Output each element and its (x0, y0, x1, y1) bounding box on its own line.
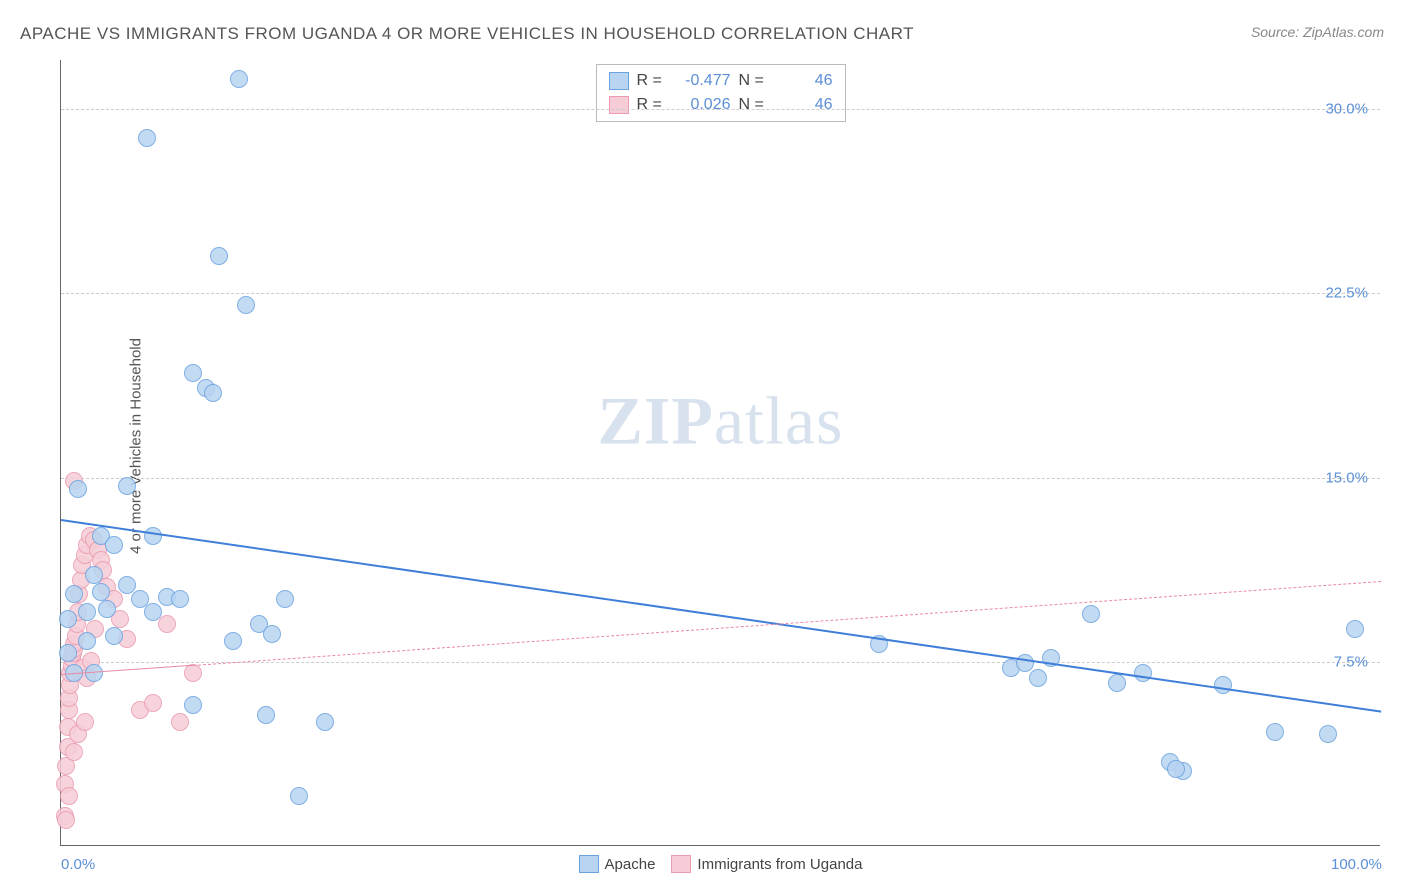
data-point (118, 576, 136, 594)
watermark: ZIPatlas (598, 382, 844, 461)
data-point (118, 477, 136, 495)
data-point (59, 610, 77, 628)
data-point (98, 600, 116, 618)
r-label: R = (637, 96, 667, 114)
legend-swatch-1 (609, 72, 629, 90)
data-point (1266, 723, 1284, 741)
chart-title: APACHE VS IMMIGRANTS FROM UGANDA 4 OR MO… (20, 24, 914, 44)
watermark-zip: ZIP (598, 383, 714, 459)
n-label: N = (739, 72, 769, 90)
gridline (61, 662, 1380, 663)
data-point (1319, 725, 1337, 743)
legend-item-apache: Apache (579, 855, 656, 873)
gridline (61, 293, 1380, 294)
n-label: N = (739, 96, 769, 114)
data-point (263, 625, 281, 643)
data-point (257, 706, 275, 724)
data-point (85, 566, 103, 584)
data-point (1214, 676, 1232, 694)
legend-correlation: R = -0.477 N = 46 R = 0.026 N = 46 (596, 64, 846, 122)
data-point (138, 129, 156, 147)
data-point (60, 787, 78, 805)
data-point (78, 603, 96, 621)
legend-series: Apache Immigrants from Uganda (579, 855, 863, 873)
data-point (237, 296, 255, 314)
data-point (144, 527, 162, 545)
data-point (57, 811, 75, 829)
legend-swatch-uganda (671, 855, 691, 873)
y-tick-label: 22.5% (1325, 285, 1368, 302)
data-point (1346, 620, 1364, 638)
data-point (230, 70, 248, 88)
data-point (210, 247, 228, 265)
data-point (65, 743, 83, 761)
data-point (1108, 674, 1126, 692)
legend-label-apache: Apache (605, 856, 656, 873)
legend-row-1: R = -0.477 N = 46 (609, 69, 833, 93)
x-tick-label: 100.0% (1331, 856, 1382, 873)
n-value-2: 46 (777, 96, 833, 114)
data-point (1167, 760, 1185, 778)
gridline (61, 478, 1380, 479)
data-point (184, 664, 202, 682)
legend-row-2: R = 0.026 N = 46 (609, 93, 833, 117)
data-point (158, 615, 176, 633)
data-point (171, 590, 189, 608)
data-point (105, 536, 123, 554)
data-point (92, 583, 110, 601)
legend-item-uganda: Immigrants from Uganda (671, 855, 862, 873)
r-value-1: -0.477 (675, 72, 731, 90)
data-point (184, 696, 202, 714)
data-point (1082, 605, 1100, 623)
data-point (69, 480, 87, 498)
y-tick-label: 7.5% (1334, 653, 1368, 670)
source-label: Source: ZipAtlas.com (1251, 24, 1384, 40)
watermark-atlas: atlas (714, 383, 844, 459)
gridline (61, 109, 1380, 110)
data-point (59, 644, 77, 662)
data-point (65, 585, 83, 603)
legend-label-uganda: Immigrants from Uganda (697, 856, 862, 873)
data-point (184, 364, 202, 382)
data-point (76, 713, 94, 731)
data-point (224, 632, 242, 650)
data-point (171, 713, 189, 731)
y-tick-label: 30.0% (1325, 101, 1368, 118)
data-point (1029, 669, 1047, 687)
plot-area: ZIPatlas R = -0.477 N = 46 R = 0.026 N =… (60, 60, 1380, 846)
legend-swatch-2 (609, 96, 629, 114)
y-tick-label: 15.0% (1325, 469, 1368, 486)
r-label: R = (637, 72, 667, 90)
n-value-1: 46 (777, 72, 833, 90)
data-point (78, 632, 96, 650)
data-point (204, 384, 222, 402)
data-point (144, 603, 162, 621)
r-value-2: 0.026 (675, 96, 731, 114)
legend-swatch-apache (579, 855, 599, 873)
data-point (290, 787, 308, 805)
x-tick-label: 0.0% (61, 856, 95, 873)
data-point (1134, 664, 1152, 682)
data-point (105, 627, 123, 645)
data-point (316, 713, 334, 731)
data-point (144, 694, 162, 712)
data-point (276, 590, 294, 608)
trend-line-dashed (193, 581, 1381, 666)
